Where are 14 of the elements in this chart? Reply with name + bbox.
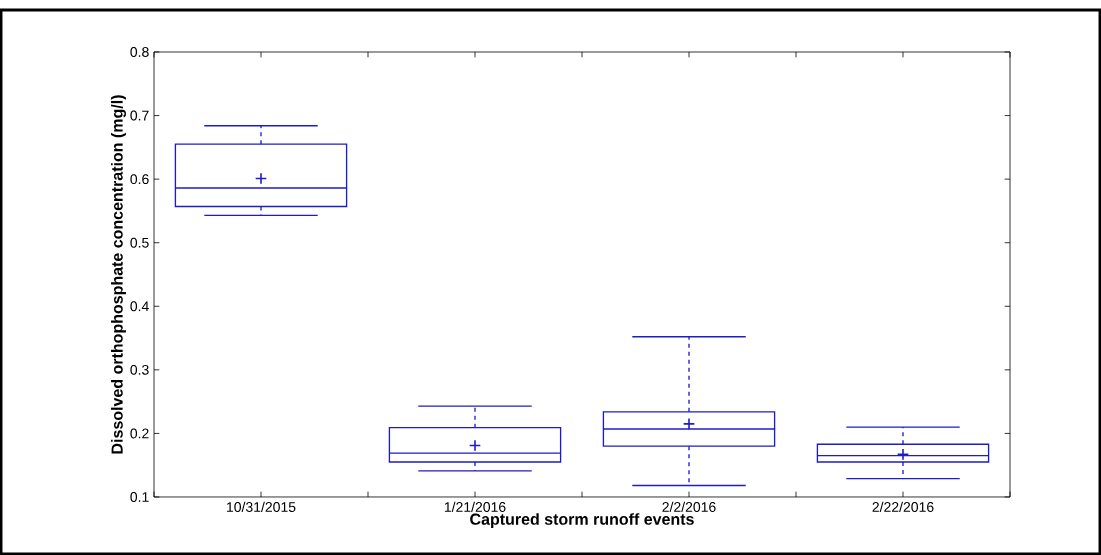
x-tick-label: 10/31/2015	[227, 501, 296, 512]
y-tick-label: 0.2	[130, 428, 149, 439]
x-tick-label: 2/22/2016	[872, 501, 934, 512]
y-tick-label: 0.3	[130, 364, 149, 375]
x-tick-label: 2/2/2016	[662, 501, 716, 512]
y-tick-label: 0.6	[130, 174, 149, 185]
y-axis-title: Dissolved orthophosphate concentration (mg/l)	[111, 95, 127, 454]
x-axis-title: Captured storm runoff events	[470, 513, 694, 529]
y-tick-label: 0.8	[130, 47, 149, 57]
y-tick-label: 0.7	[130, 110, 149, 121]
y-tick-label: 0.1	[130, 492, 149, 502]
x-tick-label: 1/21/2016	[444, 501, 506, 512]
y-tick-label: 0.4	[130, 301, 149, 312]
y-tick-label: 0.5	[130, 237, 149, 248]
